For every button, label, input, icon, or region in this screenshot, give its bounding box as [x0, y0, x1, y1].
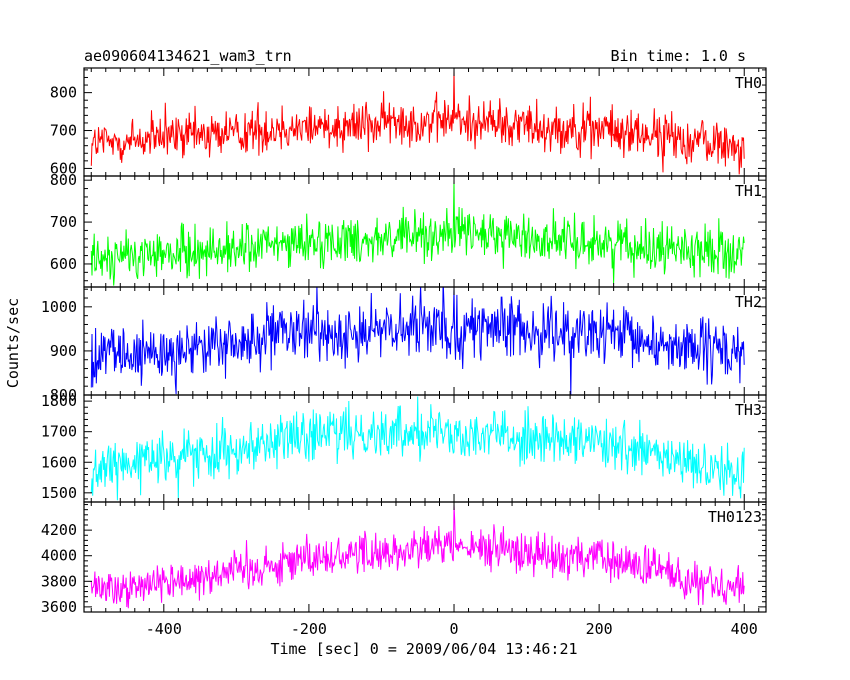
- panel-name-label: TH3: [735, 401, 762, 419]
- panel-frame: [83, 501, 767, 613]
- y-tick-label: 1600: [41, 453, 77, 471]
- panel-name-label: TH1: [735, 182, 762, 200]
- y-tick-label: 800: [50, 171, 77, 189]
- y-tick-label: 1000: [41, 298, 77, 316]
- chart-title: ae090604134621_wam3_trn: [84, 47, 292, 65]
- x-tick-label: 0: [450, 620, 459, 638]
- y-tick-label: 900: [50, 342, 77, 360]
- bin-time-label: Bin time: 1.0 s: [611, 47, 746, 65]
- series-line-th3: [90, 396, 745, 501]
- y-axis-label: Counts/sec: [4, 298, 22, 388]
- panel-th1: 600 700 800 TH1: [50, 171, 767, 288]
- panel-th3: 1500 1600 1700 1800 TH3: [41, 392, 767, 503]
- series-line-th1: [90, 180, 745, 286]
- y-tick-label: 4000: [41, 547, 77, 565]
- x-tick-label: -400: [146, 620, 182, 638]
- y-tick-label: 1800: [41, 392, 77, 410]
- x-tick-label: 200: [586, 620, 613, 638]
- y-tick-label: 1500: [41, 484, 77, 502]
- y-tick-label: 800: [50, 84, 77, 102]
- series-line-th2: [90, 287, 745, 395]
- y-tick-label: 600: [50, 159, 77, 177]
- y-tick-label: 700: [50, 213, 77, 231]
- y-tick-label: 1700: [41, 423, 77, 441]
- x-tick-label: 400: [731, 620, 758, 638]
- panel-th0123: 3600 3800 4000 4200 TH0123: [41, 501, 767, 616]
- panel-name-label: TH0: [735, 74, 762, 92]
- y-tick-label: 3800: [41, 572, 77, 590]
- x-axis-label: Time [sec] 0 = 2009/06/04 13:46:21: [270, 640, 577, 658]
- y-tick-label: 600: [50, 255, 77, 273]
- y-tick-label: 800: [50, 386, 77, 404]
- panel-name-label: TH0123: [708, 508, 762, 526]
- panels-group: 600 700 800 TH0 600 700 800 TH1 800 900 1000 TH2 150…: [41, 67, 767, 638]
- x-tick-label: -200: [291, 620, 327, 638]
- y-tick-label: 3600: [41, 598, 77, 616]
- panel-th2: 800 900 1000 TH2: [41, 286, 767, 404]
- series-line-th0: [90, 69, 745, 175]
- panel-name-label: TH2: [735, 293, 762, 311]
- panel-th0: 600 700 800 TH0: [50, 67, 767, 177]
- series-line-th0123: [90, 504, 745, 609]
- y-tick-label: 700: [50, 122, 77, 140]
- y-tick-label: 4200: [41, 521, 77, 539]
